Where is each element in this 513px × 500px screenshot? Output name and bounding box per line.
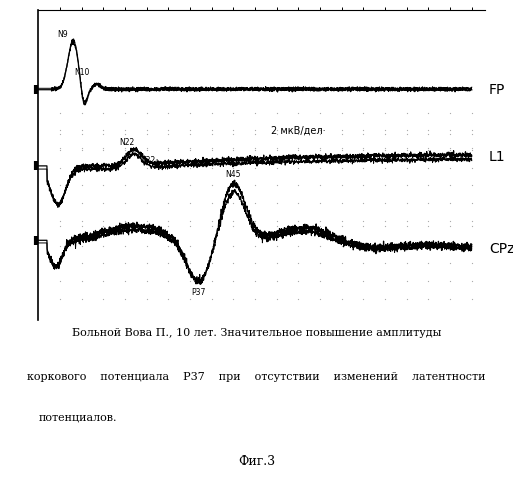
Text: Фиг.3: Фиг.3 (238, 455, 275, 468)
Text: N9: N9 (57, 30, 68, 39)
Text: N10: N10 (74, 68, 89, 78)
Text: CPz: CPz (489, 242, 513, 256)
Text: N45: N45 (226, 170, 241, 179)
Text: N22: N22 (120, 138, 135, 147)
Text: L1: L1 (489, 150, 506, 164)
Text: коркового    потенциала    P37    при    отсутствии    изменений    латентности: коркового потенциала P37 при отсутствии … (27, 372, 486, 382)
Text: FP: FP (489, 82, 505, 96)
Text: Больной Вова П., 10 лет. Значительное повышение амплитуды: Больной Вова П., 10 лет. Значительное по… (72, 328, 441, 338)
Text: потенциалов.: потенциалов. (38, 412, 117, 422)
Text: N22₄: N22₄ (140, 156, 159, 165)
Text: P37: P37 (192, 288, 206, 297)
Text: 2 мкВ/дел·: 2 мкВ/дел· (271, 126, 326, 136)
